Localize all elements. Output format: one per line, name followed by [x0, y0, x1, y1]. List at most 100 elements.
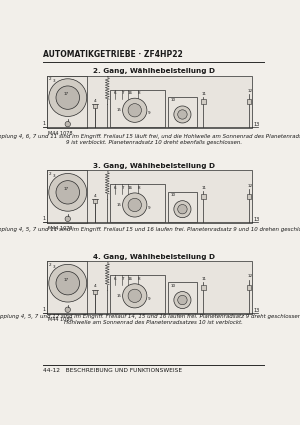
Bar [247, 194, 251, 199]
Text: 5: 5 [106, 76, 109, 80]
Circle shape [65, 122, 70, 127]
Circle shape [56, 86, 80, 109]
Text: 6: 6 [114, 91, 117, 95]
Text: 3: 3 [53, 79, 56, 83]
Text: 6: 6 [114, 277, 117, 280]
Text: 8: 8 [137, 91, 140, 95]
Circle shape [65, 307, 70, 312]
Text: 15: 15 [116, 108, 122, 112]
Text: 12: 12 [248, 89, 253, 93]
Circle shape [178, 295, 187, 305]
Text: Kupplung 4, 6, 7 und 11 sind im Eingriff. Freilauf 15 läuft frei, und die Hohlwe: Kupplung 4, 6, 7 und 11 sind im Eingriff… [0, 134, 300, 139]
Circle shape [123, 193, 147, 217]
Text: Kupplung 4, 5, 7 und 12 sind im Eingriff. Freilauf 14, 15 und 16 laufen frei. Pl: Kupplung 4, 5, 7 und 12 sind im Eingriff… [0, 314, 300, 319]
Text: 9: 9 [148, 297, 150, 300]
Text: 15: 15 [116, 203, 122, 207]
Circle shape [56, 272, 80, 295]
Bar [47, 261, 87, 314]
Bar [168, 283, 197, 313]
Text: 2: 2 [49, 172, 52, 176]
Text: Hohlwelle am Sonnenrad des Planetenradsatzes 10 ist verblockt.: Hohlwelle am Sonnenrad des Planetenradsa… [64, 320, 243, 325]
Bar [168, 97, 197, 127]
Text: M44 1079: M44 1079 [48, 226, 73, 231]
Text: 16: 16 [128, 91, 133, 95]
Text: 16: 16 [128, 186, 133, 190]
Circle shape [178, 204, 187, 214]
Bar [247, 99, 251, 105]
Text: 4. Gang, Wählhebelstellung D: 4. Gang, Wählhebelstellung D [93, 253, 215, 260]
Text: 17: 17 [64, 92, 69, 96]
Bar [201, 99, 206, 105]
Bar [47, 170, 252, 223]
Text: 10: 10 [171, 284, 176, 288]
Text: AUTOMATIKGETRIEBE · ZF4HP22: AUTOMATIKGETRIEBE · ZF4HP22 [43, 50, 183, 59]
Text: 9: 9 [148, 111, 150, 115]
Text: 4: 4 [94, 284, 97, 289]
Circle shape [123, 284, 147, 308]
Bar [110, 184, 165, 222]
Bar [92, 290, 97, 294]
Circle shape [128, 198, 141, 212]
Text: 12: 12 [248, 184, 253, 187]
Circle shape [56, 181, 80, 204]
Text: 11: 11 [202, 91, 207, 96]
Text: 16: 16 [128, 277, 133, 280]
Text: 8: 8 [137, 277, 140, 280]
Text: 9: 9 [148, 206, 150, 210]
Text: 11: 11 [202, 277, 207, 281]
Text: 2: 2 [49, 77, 52, 81]
Text: M44 1078: M44 1078 [48, 131, 73, 136]
Circle shape [49, 173, 87, 211]
Bar [47, 261, 252, 314]
Bar [47, 76, 252, 128]
Text: 9 ist verblockt. Planetenradsatz 10 dreht ebenfalls geschlossen.: 9 ist verblockt. Planetenradsatz 10 dreh… [66, 139, 242, 144]
Bar [92, 105, 97, 108]
Circle shape [49, 79, 87, 116]
Text: 44-12   BESCHREIBUNG UND FUNKTIONSWEISE: 44-12 BESCHREIBUNG UND FUNKTIONSWEISE [43, 368, 182, 373]
Text: 13: 13 [254, 308, 260, 313]
Circle shape [174, 201, 191, 218]
Text: 1: 1 [43, 216, 46, 221]
Text: 13: 13 [254, 122, 260, 127]
Text: 2. Gang, Wählhebelstellung D: 2. Gang, Wählhebelstellung D [93, 68, 215, 74]
Circle shape [128, 104, 141, 117]
Text: 3: 3 [53, 265, 56, 269]
Text: 7: 7 [121, 186, 124, 190]
Circle shape [178, 110, 187, 119]
Text: Kupplung 4, 5, 7 und 11 sind im Eingriff. Freilauf 15 und 16 laufen frei. Planet: Kupplung 4, 5, 7 und 11 sind im Eingriff… [0, 227, 300, 232]
Bar [168, 192, 197, 222]
Bar [247, 285, 251, 290]
Bar [47, 170, 87, 223]
Text: 10: 10 [171, 99, 176, 102]
Circle shape [174, 292, 191, 309]
Circle shape [123, 98, 147, 122]
Bar [110, 90, 165, 127]
Text: 4: 4 [94, 99, 97, 103]
Text: 5: 5 [106, 171, 109, 175]
Text: 7: 7 [121, 277, 124, 280]
Circle shape [128, 289, 141, 303]
Text: 17: 17 [64, 278, 69, 282]
Text: 3. Gang, Wählhebelstellung D: 3. Gang, Wählhebelstellung D [93, 163, 215, 169]
Text: 13: 13 [254, 217, 260, 222]
Text: 1: 1 [43, 307, 46, 312]
Text: 12: 12 [248, 275, 253, 278]
Text: M44 1080: M44 1080 [48, 317, 73, 322]
Text: 4: 4 [94, 193, 97, 198]
Bar [201, 194, 206, 199]
Text: 15: 15 [116, 294, 122, 298]
Bar [92, 199, 97, 203]
Text: 3: 3 [53, 174, 56, 178]
Text: 1: 1 [43, 122, 46, 127]
Text: 5: 5 [106, 262, 109, 266]
Text: 17: 17 [64, 187, 69, 191]
Circle shape [174, 106, 191, 123]
Text: 2: 2 [49, 263, 52, 267]
Bar [110, 275, 165, 313]
Text: 7: 7 [121, 91, 124, 95]
Text: 8: 8 [137, 186, 140, 190]
Circle shape [49, 264, 87, 302]
Text: 6: 6 [114, 186, 117, 190]
Bar [201, 285, 206, 290]
Text: 11: 11 [202, 186, 207, 190]
